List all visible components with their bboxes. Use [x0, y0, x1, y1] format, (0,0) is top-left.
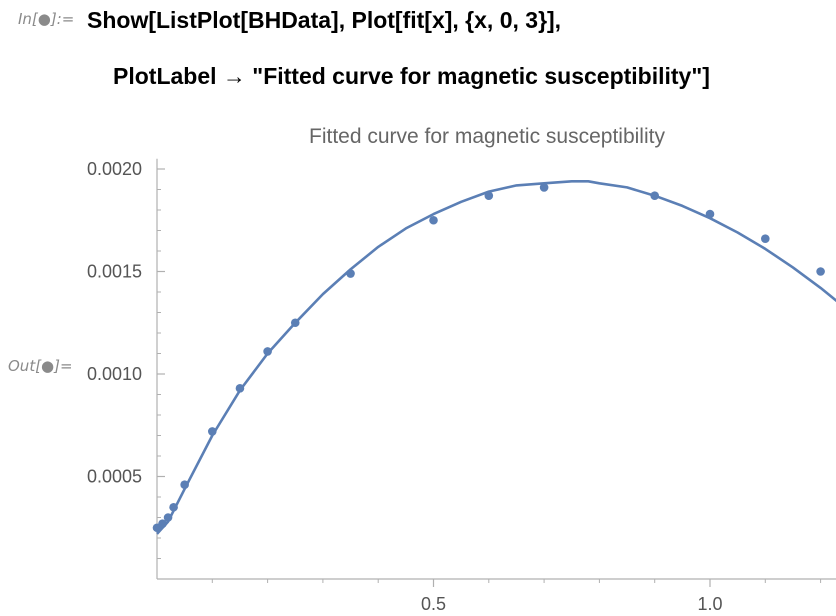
y-tick-label: 0.0020 — [87, 159, 142, 179]
x-tick-label: 1.0 — [697, 594, 722, 614]
data-point — [484, 191, 494, 200]
data-point — [169, 502, 178, 512]
data-point — [346, 269, 355, 278]
data-point — [290, 318, 300, 328]
data-point — [263, 347, 272, 356]
input-code-line-2[interactable]: PlotLabel → "Fitted curve for magnetic s… — [113, 63, 710, 89]
data-point — [429, 215, 438, 225]
data-point — [816, 267, 825, 276]
output-cell-label: Out[●]= — [8, 357, 73, 375]
y-tick-label: 0.0010 — [87, 364, 142, 384]
data-point — [235, 384, 245, 393]
data-point — [650, 191, 659, 200]
input-code-line-1[interactable]: Show[ListPlot[BHData], Plot[fit[x], {x, … — [87, 7, 562, 33]
x-tick-label: 0.5 — [421, 594, 446, 614]
y-tick-label: 0.0005 — [87, 467, 142, 487]
fit-curve — [156, 180, 836, 535]
data-point — [163, 513, 173, 522]
data-point — [180, 480, 189, 490]
data-point — [158, 519, 167, 528]
data-point — [539, 183, 549, 192]
data-point — [208, 427, 217, 436]
data-point — [761, 234, 770, 243]
input-cell-label: In[●]:= — [18, 10, 75, 28]
y-tick-label: 0.0015 — [87, 262, 142, 282]
data-point — [705, 209, 715, 219]
data-points — [152, 183, 825, 533]
chart-title: Fitted curve for magnetic susceptibility — [309, 125, 665, 148]
